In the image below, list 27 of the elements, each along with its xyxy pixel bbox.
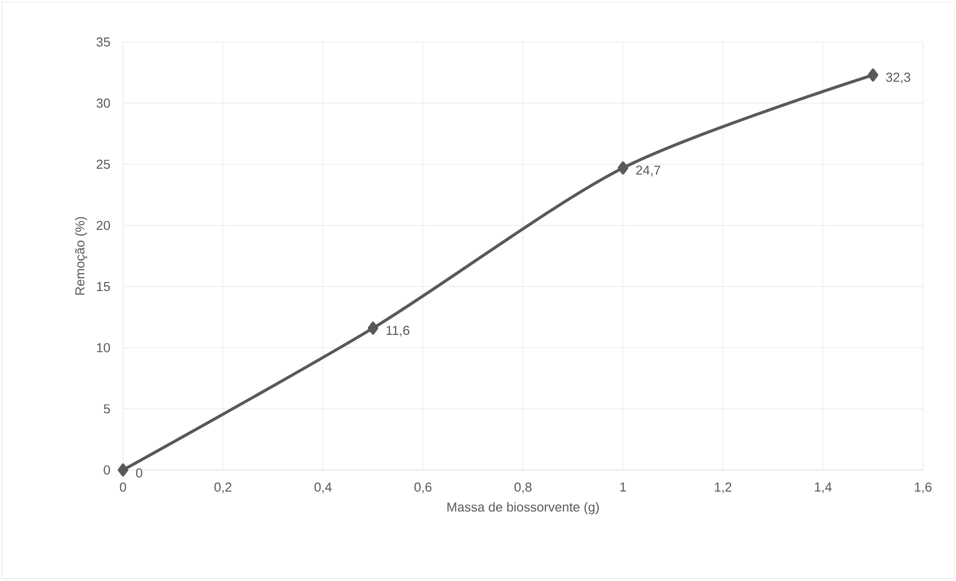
x-tick-label: 1,4 [814, 482, 832, 494]
x-tick-label: 0,6 [414, 482, 432, 494]
point [118, 463, 128, 476]
y-tick-label: 30 [96, 98, 110, 108]
x-tick-label: 1,6 [914, 482, 932, 494]
x-tick-label: 0,2 [214, 482, 232, 494]
data-label: 0 [136, 468, 142, 478]
data-label: 11,6 [386, 326, 410, 337]
point [368, 322, 378, 335]
y-tick-label: 20 [96, 220, 110, 230]
y-tick-label: 15 [97, 282, 110, 292]
x-tick-label: 1 [620, 482, 626, 492]
y-tick-label: 10 [97, 343, 110, 352]
x-tick-label: 0,4 [314, 482, 332, 494]
x-tick-label: 0,8 [514, 482, 532, 494]
y-tick-label: 5 [104, 404, 110, 414]
point [618, 161, 628, 174]
y-tick-label: 0 [104, 465, 110, 475]
data-label: 32,3 [886, 72, 910, 84]
y-axis-title: Remoção (%) [74, 217, 88, 295]
y-tick-label: 25 [96, 160, 110, 169]
x-tick-label: 1,2 [714, 482, 732, 494]
y-tick-label: 35 [96, 37, 110, 47]
data-label: 24,7 [636, 166, 660, 176]
x-axis-title: Massa de biossorvente (g) [447, 502, 599, 514]
point [868, 68, 878, 82]
x-tick-label: 0 [120, 482, 126, 492]
